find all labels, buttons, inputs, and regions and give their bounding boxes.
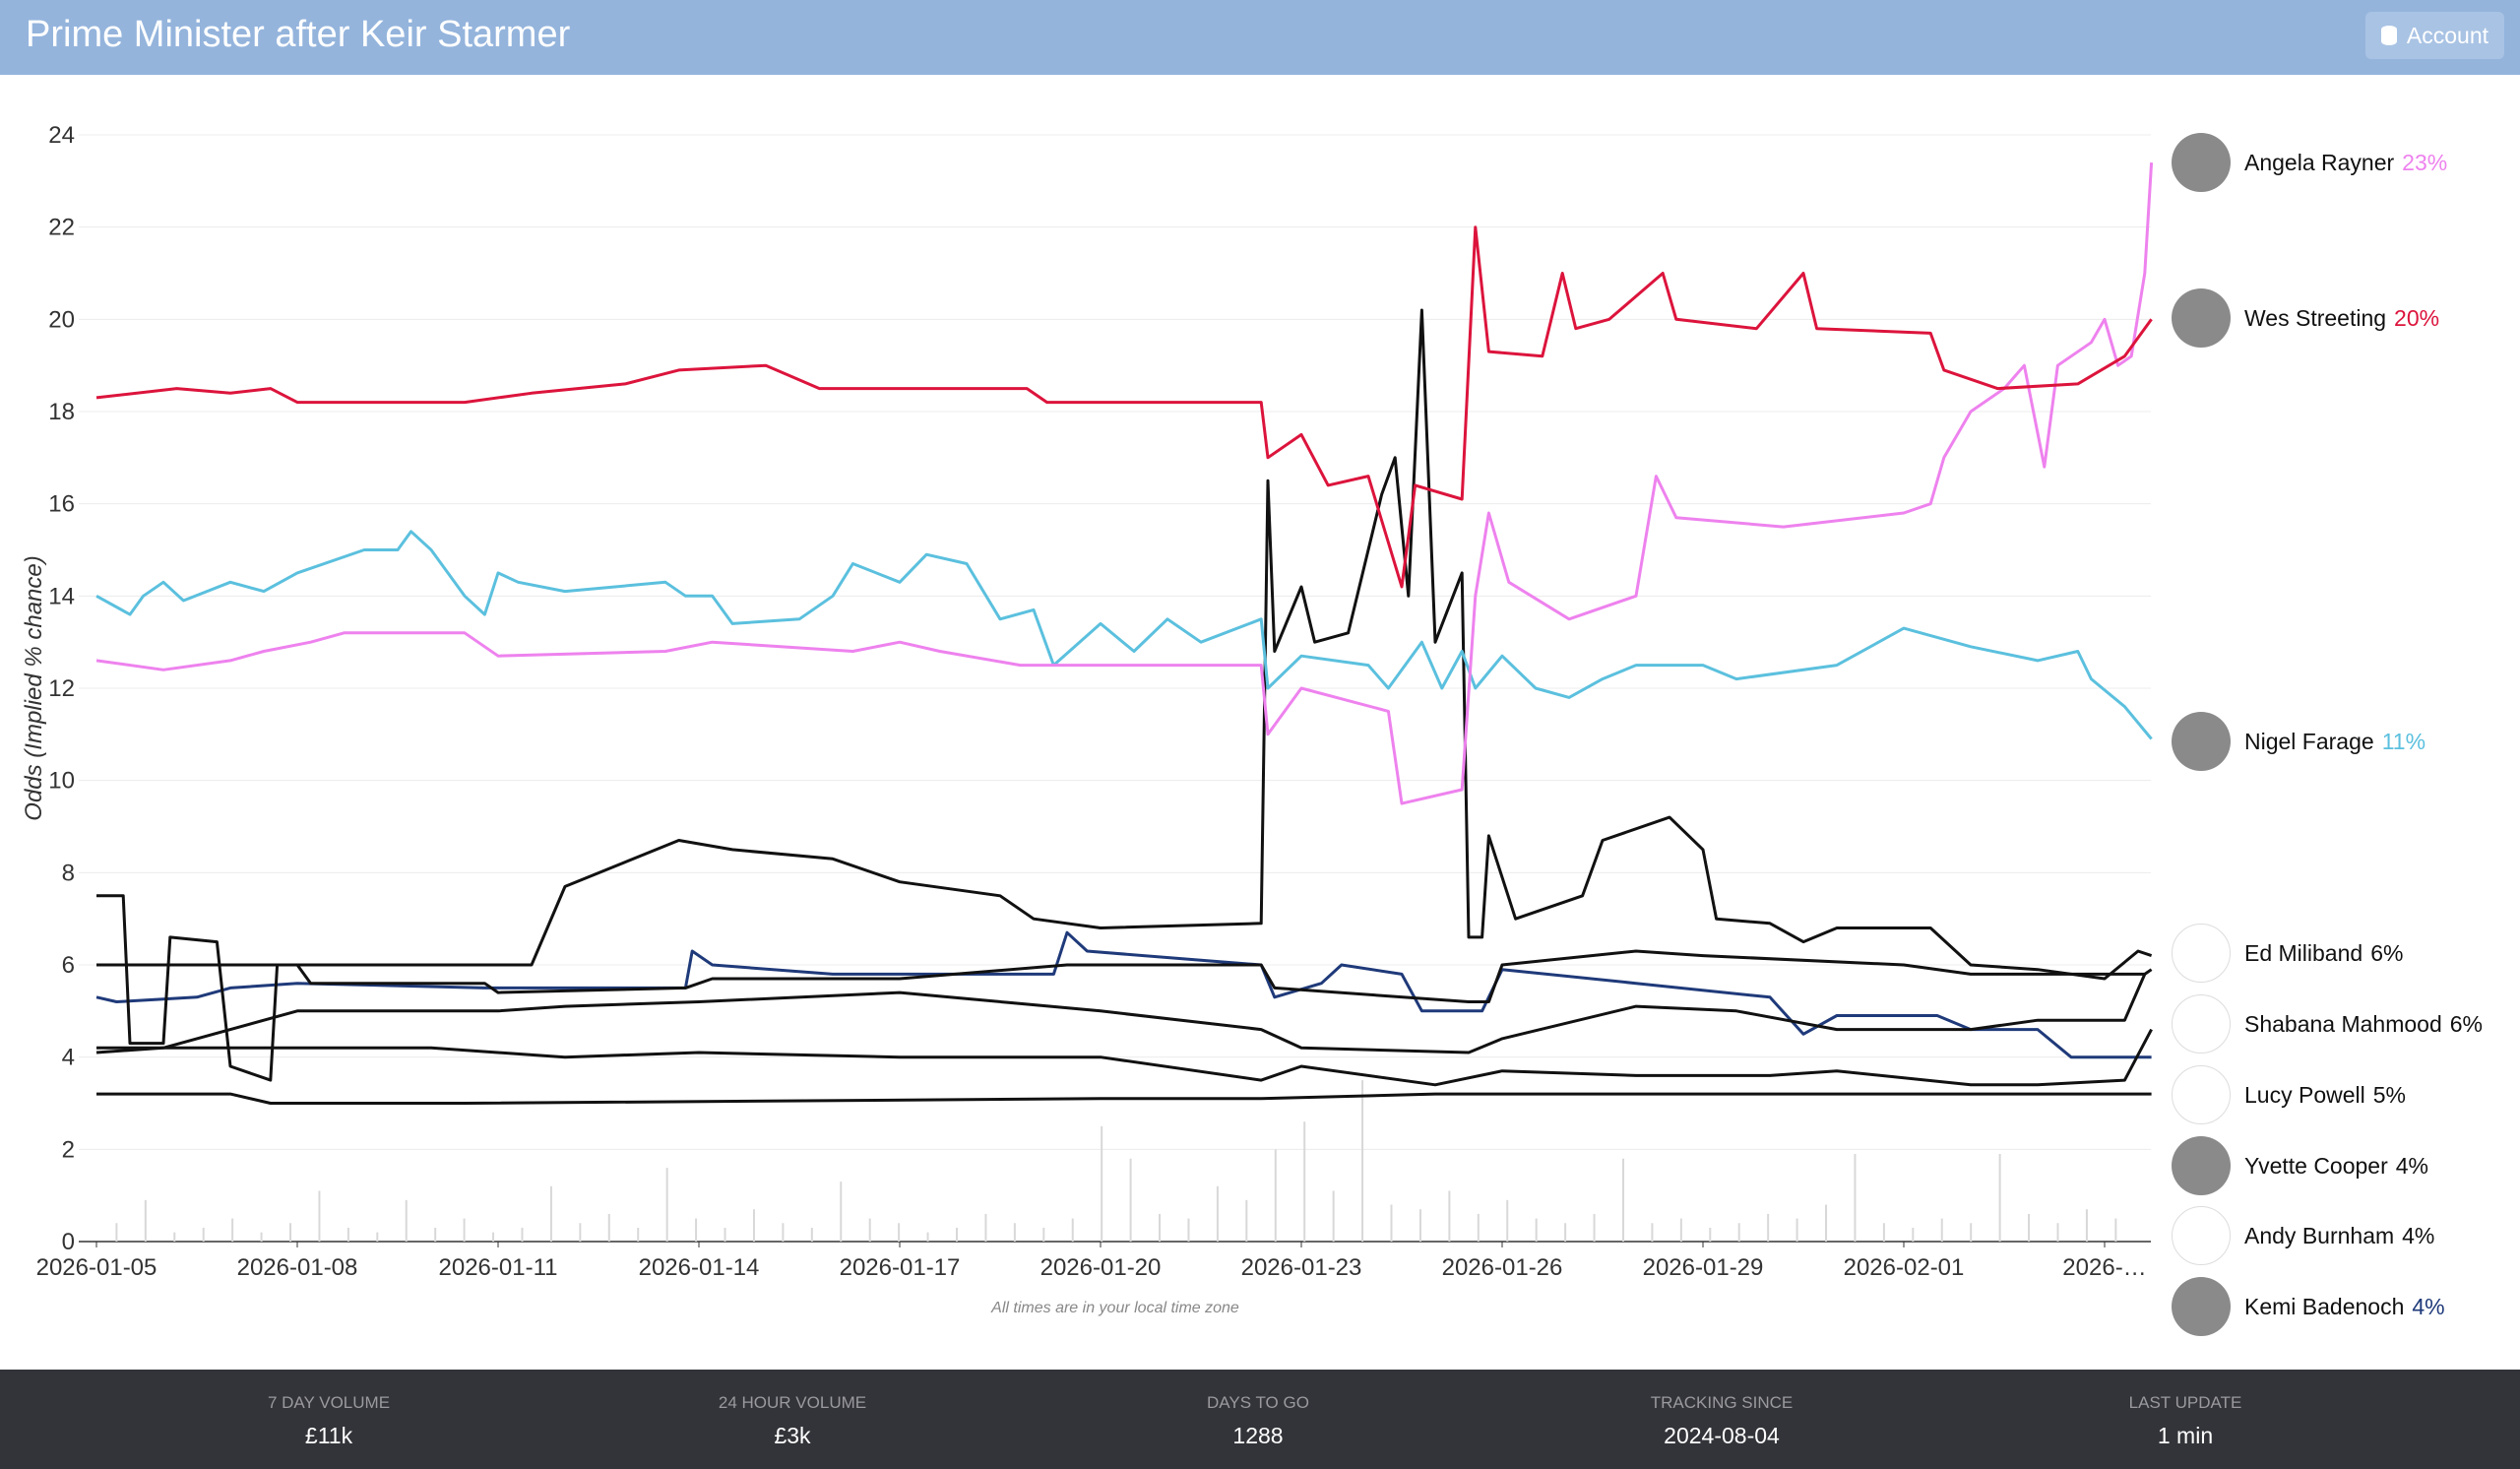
y-tick-label: 8 (62, 860, 75, 886)
legend-item[interactable]: Yvette Cooper 4% (2172, 1136, 2428, 1195)
legend-pct: 5% (2372, 1081, 2406, 1108)
stat: DAYS TO GO 1288 (1110, 1393, 1406, 1449)
series-line-kemi-badenoch (95, 930, 2152, 1059)
stat-label: LAST UPDATE (2128, 1393, 2242, 1412)
legend-pct: 4% (2395, 1152, 2429, 1179)
series-line-yvette-cooper (96, 1028, 2153, 1087)
x-tick-label: 2026-02-01 (1844, 1254, 1965, 1281)
legend-name: Kemi Badenoch (2244, 1293, 2405, 1319)
stat-label: TRACKING SINCE (1650, 1393, 1794, 1412)
y-tick-label: 10 (48, 768, 75, 795)
x-tick-label: 2026-01-23 (1241, 1254, 1362, 1281)
legend-name: Ed Miliband (2244, 939, 2363, 966)
avatar (2172, 288, 2231, 348)
account-button[interactable]: Account (2364, 12, 2504, 59)
account-label: Account (2406, 22, 2488, 48)
avatar (2172, 133, 2231, 192)
series-line-wes-streeting (95, 225, 2153, 589)
legend-pct: 4% (2412, 1293, 2445, 1319)
stat-label: DAYS TO GO (1207, 1393, 1309, 1412)
x-tick-label: 2026-01-17 (840, 1254, 961, 1281)
y-tick-label: 6 (62, 952, 75, 979)
legend-pct: 23% (2402, 149, 2448, 175)
x-tick-label: 2026-… (2062, 1254, 2146, 1281)
legend-name: Angela Rayner (2244, 149, 2395, 175)
series-line-nigel-farage (95, 530, 2153, 740)
y-tick-label: 22 (48, 215, 75, 241)
page-title: Prime Minister after Keir Starmer (26, 14, 571, 55)
series-line-andy-burnham (96, 1092, 2152, 1105)
legend-item[interactable]: Nigel Farage 11% (2172, 712, 2426, 771)
x-tick-label: 2026-01-08 (237, 1254, 358, 1281)
stat-label: 7 DAY VOLUME (267, 1393, 391, 1412)
timezone-note: All times are in your local time zone (990, 1300, 1239, 1316)
y-tick-label: 14 (48, 583, 75, 609)
x-tick-label: 2026-01-11 (439, 1254, 558, 1281)
stat-value: £3k (774, 1423, 811, 1448)
header: Prime Minister after Keir Starmer Accoun… (0, 0, 2520, 75)
x-tick-label: 2026-01-14 (639, 1254, 760, 1281)
y-tick-label: 4 (62, 1045, 75, 1071)
series-line-lucy-powell (95, 973, 2147, 1054)
avatar (2172, 712, 2231, 771)
y-tick-label: 0 (62, 1229, 75, 1255)
stat: 7 DAY VOLUME £11k (181, 1393, 476, 1449)
legend-name: Lucy Powell (2244, 1081, 2365, 1108)
legend-name: Yvette Cooper (2244, 1152, 2388, 1179)
legend-item[interactable]: Lucy Powell 5% (2172, 1065, 2406, 1124)
legend-item[interactable]: Angela Rayner 23% (2172, 133, 2447, 192)
stat-value: 1 min (2157, 1423, 2214, 1448)
legend-pct: 11% (2381, 728, 2426, 754)
y-tick-label: 2 (62, 1136, 75, 1163)
avatar (2172, 1065, 2231, 1124)
avatar (2172, 1136, 2231, 1195)
stat-value: 2024-08-04 (1664, 1423, 1780, 1448)
y-tick-label: 18 (48, 399, 75, 425)
stat-label: 24 HOUR VOLUME (718, 1393, 867, 1412)
avatar (2172, 1206, 2231, 1265)
y-tick-label: 16 (48, 491, 75, 518)
stat: LAST UPDATE 1 min (2038, 1393, 2333, 1449)
legend-pct: 6% (2449, 1010, 2484, 1037)
legend-item[interactable]: Andy Burnham 4% (2172, 1206, 2434, 1265)
series-line-ed-miliband (96, 308, 2153, 981)
stat-value: £11k (304, 1423, 353, 1448)
avatar (2172, 1277, 2231, 1336)
x-tick-label: 2026-01-29 (1643, 1254, 1764, 1281)
y-tick-label: 20 (48, 306, 75, 333)
database-icon (2380, 26, 2397, 45)
legend-pct: 6% (2370, 939, 2404, 966)
legend-name: Wes Streeting (2244, 304, 2387, 331)
series-line-angela-rayner (95, 162, 2154, 805)
x-tick-label: 2026-01-20 (1040, 1254, 1162, 1281)
legend-name: Shabana Mahmood (2244, 1010, 2442, 1037)
x-tick-label: 2026-01-05 (36, 1254, 158, 1281)
avatar (2172, 994, 2231, 1054)
stat: 24 HOUR VOLUME £3k (645, 1393, 940, 1449)
stat-value: 1288 (1232, 1423, 1284, 1448)
stats-footer: 7 DAY VOLUME £11k 24 HOUR VOLUME £3k DAYS TO… (0, 1370, 2520, 1469)
legend-name: Nigel Farage (2244, 728, 2374, 754)
legend-pct: 20% (2394, 304, 2440, 331)
y-tick-label: 12 (48, 675, 75, 702)
legend-item[interactable]: Shabana Mahmood 6% (2172, 994, 2483, 1054)
legend-item[interactable]: Wes Streeting 20% (2172, 288, 2439, 348)
avatar (2172, 924, 2231, 983)
legend-name: Andy Burnham (2244, 1222, 2395, 1248)
legend-item[interactable]: Kemi Badenoch 4% (2172, 1277, 2445, 1336)
x-tick-label: 2026-01-26 (1442, 1254, 1563, 1281)
legend-item[interactable]: Ed Miliband 6% (2172, 924, 2403, 983)
y-tick-label: 24 (48, 122, 75, 149)
stat: TRACKING SINCE 2024-08-04 (1574, 1393, 1869, 1449)
y-axis-label: Odds (Implied % chance) (21, 555, 47, 820)
legend-pct: 4% (2402, 1222, 2435, 1248)
series-line-shabana-mahmood (96, 894, 2153, 1082)
